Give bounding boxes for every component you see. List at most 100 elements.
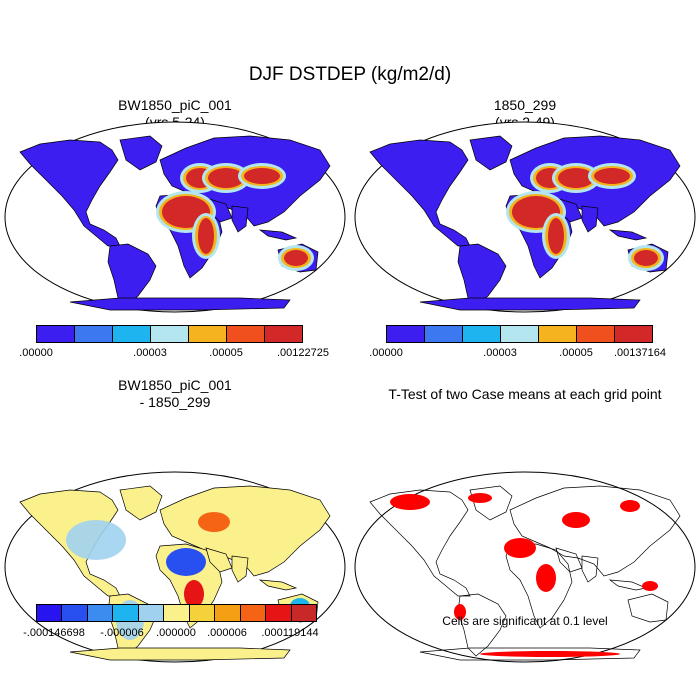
landmass-indonesia — [608, 229, 648, 241]
colorbar-swatch — [37, 605, 63, 621]
colorbar-swatch — [240, 605, 267, 621]
difference-contour — [198, 512, 230, 532]
colorbar-swatch — [291, 605, 316, 621]
significance-note: Cells are significant at 0.1 level — [442, 614, 608, 628]
map-panel3 — [4, 471, 346, 663]
dust-contour — [548, 218, 564, 254]
colorbar2-tick: .00137164 — [614, 347, 666, 359]
colorbar1-tick: .00003 — [133, 347, 167, 359]
colorbar-swatch — [113, 326, 151, 342]
map-boundary — [354, 471, 696, 663]
landmass-india — [231, 205, 249, 233]
colorbar-swatch — [615, 326, 652, 342]
significant-cells — [480, 651, 620, 657]
colorbar-swatch — [189, 326, 227, 342]
dust-contour — [208, 168, 244, 188]
colorbar-swatch — [87, 605, 114, 621]
colorbar-swatch — [62, 605, 88, 621]
colorbar-swatch — [189, 605, 216, 621]
colorbar-swatch — [265, 326, 302, 342]
landmass-greenland — [119, 485, 163, 521]
colorbar-panel3 — [36, 604, 317, 622]
landmass-northAmerica — [19, 139, 121, 247]
figure-title: DJF DSTDEP (kg/m2/d) — [248, 64, 452, 85]
landmass-southAmerica — [107, 243, 157, 307]
landmass-antarctica — [419, 297, 641, 311]
map-panel4 — [354, 471, 696, 663]
colorbar-swatch — [227, 326, 265, 342]
landmass-northAmerica — [369, 139, 471, 247]
panel1-title: BW1850_piC_001 — [118, 97, 232, 113]
colorbar-swatch — [577, 326, 615, 342]
landmass-greenland — [469, 135, 513, 171]
landmass-antarctica — [69, 647, 291, 661]
colorbar-swatch — [266, 605, 292, 621]
landmass-northAmerica — [369, 489, 471, 597]
colorbar3-tick: -.000006 — [100, 627, 144, 639]
landmass-australia — [627, 593, 669, 623]
colorbar-swatch — [539, 326, 577, 342]
landmass-antarctica — [69, 297, 291, 311]
colorbar-swatch — [37, 326, 75, 342]
panel3-subtitle: - 1850_299 — [139, 394, 211, 410]
landmass-greenland — [119, 135, 163, 171]
colorbar-swatch — [463, 326, 501, 342]
panel4-title: T-Test of two Case means at each grid po… — [388, 386, 662, 402]
colorbar-swatch — [164, 605, 190, 621]
colorbar-swatch — [425, 326, 463, 342]
landmass-southAmerica — [457, 243, 507, 307]
difference-contour — [166, 548, 206, 576]
dust-contour — [634, 250, 658, 266]
landmass-antarctica — [419, 647, 641, 661]
colorbar3-tick: .000006 — [207, 627, 247, 639]
colorbar2-tick: .00005 — [559, 347, 593, 359]
dust-contour — [284, 250, 308, 266]
significant-cells — [536, 564, 556, 592]
dust-contour — [558, 168, 594, 188]
map-panel2 — [354, 121, 696, 313]
map-panel1 — [4, 121, 346, 313]
colorbar-swatch — [151, 326, 189, 342]
colorbar2-tick: .00000 — [369, 347, 403, 359]
colorbar2-tick: .00003 — [483, 347, 517, 359]
significant-cells — [504, 538, 536, 558]
landmass-southAmerica — [457, 593, 507, 657]
landmass-india — [231, 555, 249, 583]
landmass-indonesia — [608, 579, 648, 591]
landmass-india — [581, 205, 599, 233]
landmass-europeAsia — [509, 485, 681, 577]
landmass-indonesia — [258, 579, 298, 591]
colorbar3-tick: -.000146698 — [23, 627, 85, 639]
difference-contour — [184, 580, 204, 608]
landmass-arabia — [205, 547, 233, 573]
dust-contour — [198, 218, 214, 254]
landmass-greenland — [469, 485, 513, 521]
landmass-indonesia — [258, 229, 298, 241]
colorbar-swatch — [215, 605, 241, 621]
colorbar3-tick: .000000 — [156, 627, 196, 639]
colorbar-swatch — [501, 326, 539, 342]
colorbar-swatch — [387, 326, 425, 342]
colorbar-swatch — [113, 605, 139, 621]
colorbar1-tick: .00122725 — [277, 347, 329, 359]
dust-contour — [244, 168, 280, 184]
panel3-title: BW1850_piC_001 — [118, 377, 232, 393]
significant-cells — [562, 512, 590, 528]
colorbar1-tick: .00005 — [209, 347, 243, 359]
colorbar-swatch — [138, 605, 165, 621]
landmass-europeAsia — [159, 485, 331, 577]
significant-cells — [468, 493, 492, 503]
colorbar-panel1 — [36, 325, 303, 343]
significant-cells — [390, 494, 430, 510]
panel2-title: 1850_299 — [493, 97, 557, 113]
colorbar-panel2 — [386, 325, 653, 343]
dust-contour — [594, 168, 630, 184]
significant-cells — [454, 604, 466, 620]
significant-cells — [620, 500, 640, 512]
difference-contour — [66, 520, 126, 560]
landmass-africa — [505, 543, 573, 629]
colorbar3-tick: .000119144 — [261, 627, 319, 639]
landmass-arabia — [555, 547, 583, 573]
colorbar1-tick: .00000 — [19, 347, 53, 359]
landmass-india — [581, 555, 599, 583]
